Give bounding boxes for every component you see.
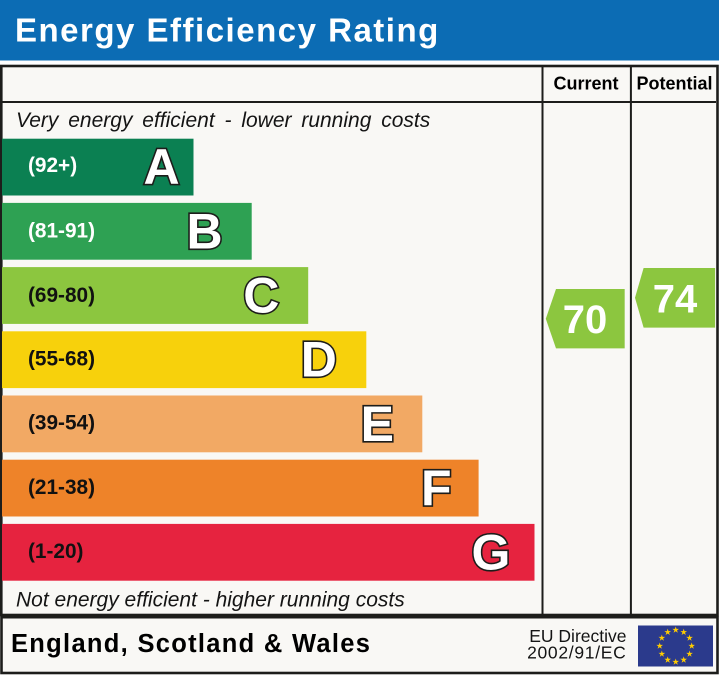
svg-text:Current: Current (553, 74, 618, 94)
svg-text:(81-91): (81-91) (28, 220, 95, 243)
svg-text:F: F (421, 460, 452, 516)
svg-text:70: 70 (563, 298, 608, 342)
svg-text:G: G (472, 524, 511, 580)
svg-text:(92+): (92+) (28, 154, 77, 177)
svg-text:E: E (361, 396, 394, 452)
svg-text:B: B (187, 203, 223, 259)
svg-text:(55-68): (55-68) (28, 348, 95, 371)
svg-text:D: D (301, 332, 337, 388)
svg-text:EU Directive: EU Directive (529, 626, 626, 646)
svg-text:(39-54): (39-54) (28, 412, 95, 435)
svg-text:C: C (243, 268, 279, 324)
svg-text:Not energy efficient - higher: Not energy efficient - higher running co… (16, 589, 405, 612)
svg-text:Very energy efficient - lower: Very energy efficient - lower running co… (16, 109, 431, 132)
svg-text:2002/91/EC: 2002/91/EC (527, 643, 626, 663)
svg-text:Energy Efficiency Rating: Energy Efficiency Rating (15, 11, 440, 48)
svg-text:74: 74 (653, 277, 698, 321)
svg-text:A: A (143, 139, 179, 195)
svg-text:(69-80): (69-80) (28, 284, 95, 307)
svg-text:England, Scotland & Wales: England, Scotland & Wales (11, 630, 371, 658)
svg-text:(1-20): (1-20) (28, 540, 83, 563)
svg-text:(21-38): (21-38) (28, 476, 95, 499)
svg-text:Potential: Potential (636, 74, 712, 94)
